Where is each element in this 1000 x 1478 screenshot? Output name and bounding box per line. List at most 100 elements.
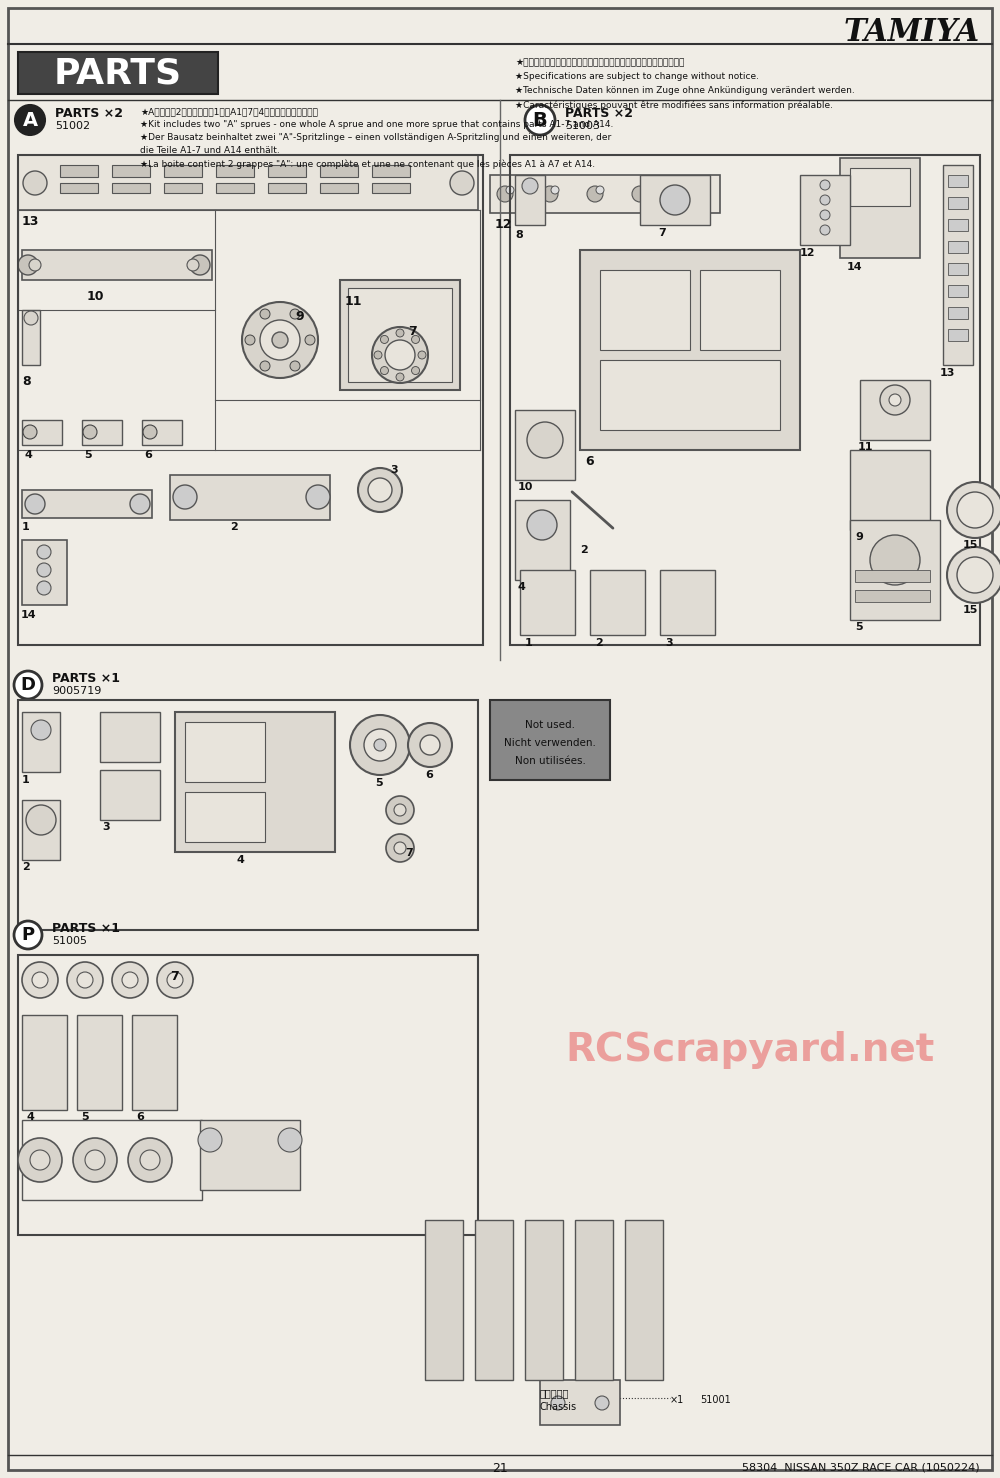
Text: 9: 9 bbox=[855, 532, 863, 542]
Circle shape bbox=[542, 186, 558, 202]
Text: 7: 7 bbox=[658, 228, 666, 238]
Circle shape bbox=[245, 336, 255, 344]
Circle shape bbox=[368, 477, 392, 503]
Text: 5: 5 bbox=[84, 449, 92, 460]
Text: 2: 2 bbox=[230, 522, 238, 532]
Text: ★Specifications are subject to change without notice.: ★Specifications are subject to change wi… bbox=[515, 72, 759, 81]
Text: 1: 1 bbox=[525, 638, 533, 647]
Circle shape bbox=[386, 834, 414, 862]
FancyBboxPatch shape bbox=[164, 183, 202, 194]
Circle shape bbox=[14, 671, 42, 699]
FancyBboxPatch shape bbox=[100, 770, 160, 820]
Circle shape bbox=[947, 482, 1000, 538]
Text: 51001: 51001 bbox=[700, 1395, 731, 1406]
Text: B: B bbox=[533, 111, 547, 130]
Circle shape bbox=[73, 1138, 117, 1182]
FancyBboxPatch shape bbox=[60, 166, 98, 177]
Circle shape bbox=[394, 842, 406, 854]
FancyBboxPatch shape bbox=[948, 197, 968, 208]
Text: 14: 14 bbox=[847, 262, 863, 272]
FancyBboxPatch shape bbox=[22, 1015, 67, 1110]
Circle shape bbox=[260, 321, 300, 361]
FancyBboxPatch shape bbox=[268, 183, 306, 194]
FancyBboxPatch shape bbox=[490, 174, 720, 213]
Circle shape bbox=[641, 186, 649, 194]
Circle shape bbox=[130, 494, 150, 514]
FancyBboxPatch shape bbox=[948, 219, 968, 231]
Circle shape bbox=[880, 384, 910, 415]
Text: 6: 6 bbox=[585, 455, 594, 469]
Circle shape bbox=[396, 330, 404, 337]
Circle shape bbox=[37, 563, 51, 576]
FancyBboxPatch shape bbox=[340, 279, 460, 390]
Circle shape bbox=[551, 186, 559, 194]
Circle shape bbox=[190, 256, 210, 275]
FancyBboxPatch shape bbox=[112, 183, 150, 194]
Circle shape bbox=[527, 423, 563, 458]
Text: 7: 7 bbox=[405, 848, 413, 859]
Text: PARTS ×1: PARTS ×1 bbox=[52, 921, 120, 934]
Text: 9005719: 9005719 bbox=[52, 686, 101, 696]
Circle shape bbox=[551, 1397, 565, 1410]
FancyBboxPatch shape bbox=[185, 721, 265, 782]
Text: ★Technische Daten können im Zuge ohne Ankündigung verändert werden.: ★Technische Daten können im Zuge ohne An… bbox=[515, 86, 855, 95]
FancyBboxPatch shape bbox=[22, 712, 60, 772]
FancyBboxPatch shape bbox=[540, 1380, 620, 1425]
FancyBboxPatch shape bbox=[800, 174, 850, 245]
Circle shape bbox=[272, 333, 288, 347]
FancyBboxPatch shape bbox=[170, 474, 330, 520]
Text: 4: 4 bbox=[236, 854, 244, 865]
Circle shape bbox=[31, 720, 51, 740]
Circle shape bbox=[25, 494, 45, 514]
Text: 3: 3 bbox=[665, 638, 673, 647]
FancyBboxPatch shape bbox=[216, 183, 254, 194]
Circle shape bbox=[527, 510, 557, 539]
Circle shape bbox=[167, 973, 183, 987]
Text: 58304  NISSAN 350Z RACE CAR (1050224): 58304 NISSAN 350Z RACE CAR (1050224) bbox=[742, 1463, 980, 1474]
FancyBboxPatch shape bbox=[22, 310, 40, 365]
Circle shape bbox=[18, 1138, 62, 1182]
Text: Nicht verwenden.: Nicht verwenden. bbox=[504, 738, 596, 748]
FancyBboxPatch shape bbox=[425, 1219, 463, 1380]
Text: PARTS ×1: PARTS ×1 bbox=[52, 671, 120, 684]
FancyBboxPatch shape bbox=[185, 792, 265, 842]
FancyBboxPatch shape bbox=[475, 1219, 513, 1380]
Text: 4: 4 bbox=[26, 1111, 34, 1122]
FancyBboxPatch shape bbox=[948, 330, 968, 341]
Circle shape bbox=[957, 557, 993, 593]
FancyBboxPatch shape bbox=[22, 800, 60, 860]
FancyBboxPatch shape bbox=[515, 409, 575, 480]
Circle shape bbox=[350, 715, 410, 774]
FancyBboxPatch shape bbox=[850, 449, 930, 531]
FancyBboxPatch shape bbox=[268, 166, 306, 177]
Circle shape bbox=[412, 367, 420, 374]
FancyBboxPatch shape bbox=[840, 158, 920, 259]
Text: 12: 12 bbox=[800, 248, 816, 259]
Text: 1: 1 bbox=[22, 522, 30, 532]
Text: 7: 7 bbox=[408, 325, 417, 338]
Circle shape bbox=[23, 426, 37, 439]
Text: シャーシス: シャーシス bbox=[540, 1388, 569, 1398]
FancyBboxPatch shape bbox=[515, 174, 545, 225]
Circle shape bbox=[889, 395, 901, 406]
FancyBboxPatch shape bbox=[855, 571, 930, 582]
Text: 1: 1 bbox=[22, 774, 30, 785]
FancyBboxPatch shape bbox=[600, 361, 780, 430]
FancyBboxPatch shape bbox=[348, 288, 452, 381]
Circle shape bbox=[412, 336, 420, 343]
Circle shape bbox=[394, 804, 406, 816]
Circle shape bbox=[305, 336, 315, 344]
Text: 2: 2 bbox=[22, 862, 30, 872]
Circle shape bbox=[24, 310, 38, 325]
Text: 6: 6 bbox=[136, 1111, 144, 1122]
Circle shape bbox=[386, 797, 414, 825]
Text: Chassis: Chassis bbox=[540, 1403, 577, 1411]
Text: D: D bbox=[21, 675, 36, 695]
Text: 51003: 51003 bbox=[565, 121, 600, 132]
Circle shape bbox=[596, 186, 604, 194]
FancyBboxPatch shape bbox=[525, 1219, 563, 1380]
Text: TAMIYA: TAMIYA bbox=[844, 16, 980, 47]
Text: 21: 21 bbox=[492, 1462, 508, 1475]
Circle shape bbox=[374, 739, 386, 751]
Circle shape bbox=[660, 185, 690, 214]
